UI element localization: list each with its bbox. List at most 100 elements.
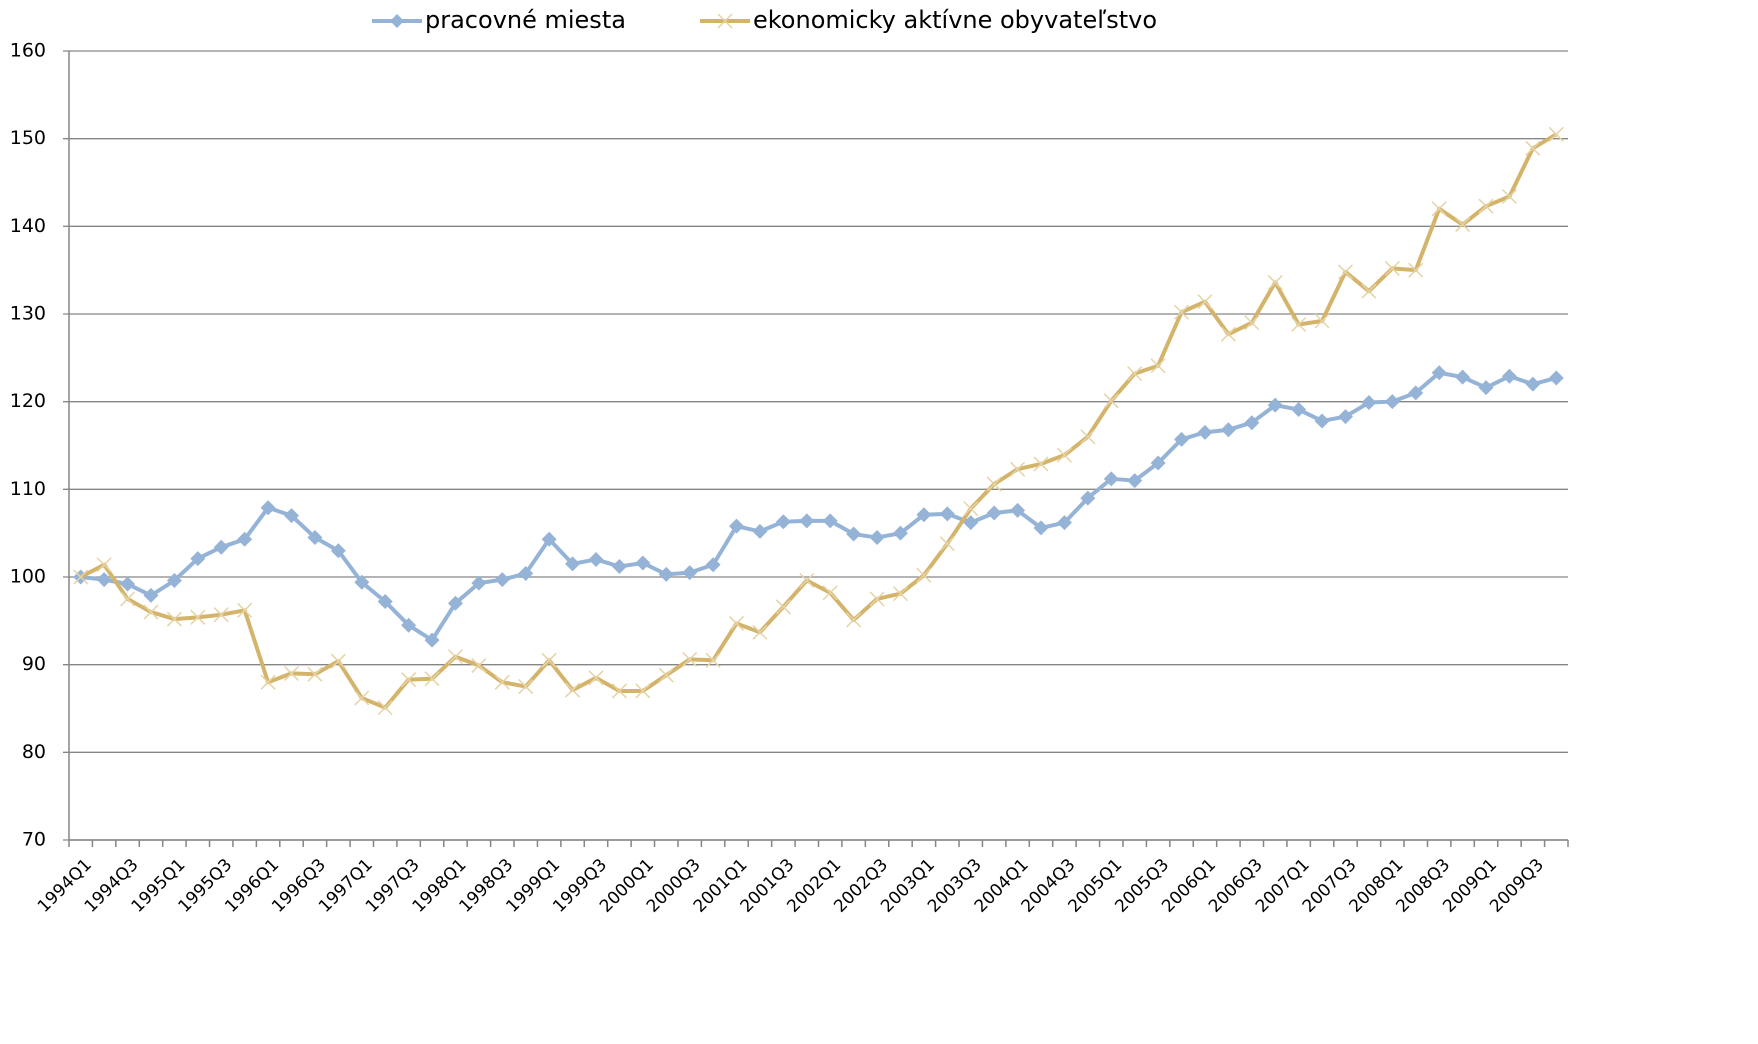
series-line bbox=[79, 132, 1558, 710]
marker bbox=[1478, 198, 1494, 214]
marker bbox=[1174, 304, 1190, 320]
marker bbox=[892, 525, 908, 541]
marker bbox=[143, 604, 159, 620]
marker bbox=[682, 651, 698, 667]
marker bbox=[307, 530, 323, 546]
marker bbox=[916, 567, 932, 583]
marker bbox=[1314, 413, 1330, 429]
marker bbox=[1056, 447, 1072, 463]
marker bbox=[588, 670, 604, 686]
marker bbox=[682, 565, 698, 581]
marker bbox=[1033, 456, 1049, 472]
marker bbox=[494, 674, 510, 690]
marker bbox=[635, 683, 651, 699]
marker bbox=[1267, 397, 1283, 413]
marker bbox=[939, 506, 955, 522]
marker bbox=[1525, 140, 1541, 156]
y-tick-label: 150 bbox=[10, 127, 46, 149]
marker bbox=[120, 576, 136, 592]
marker bbox=[471, 658, 487, 674]
marker bbox=[658, 566, 674, 582]
marker bbox=[1010, 502, 1026, 518]
y-tick-label: 140 bbox=[10, 215, 46, 237]
marker bbox=[96, 557, 112, 573]
marker bbox=[1384, 394, 1400, 410]
marker bbox=[120, 591, 136, 607]
marker bbox=[190, 609, 206, 625]
y-tick-label: 110 bbox=[10, 478, 46, 500]
marker bbox=[1174, 431, 1190, 447]
marker bbox=[1408, 385, 1424, 401]
marker bbox=[1010, 461, 1026, 477]
marker bbox=[330, 653, 346, 669]
marker bbox=[447, 595, 463, 611]
marker bbox=[213, 607, 229, 623]
marker bbox=[494, 572, 510, 588]
marker bbox=[1548, 370, 1564, 386]
marker bbox=[869, 530, 885, 546]
marker bbox=[541, 652, 557, 668]
marker bbox=[1455, 369, 1471, 385]
marker bbox=[1314, 313, 1330, 329]
marker bbox=[1150, 455, 1166, 471]
marker bbox=[869, 591, 885, 607]
marker bbox=[307, 666, 323, 682]
marker bbox=[611, 683, 627, 699]
marker bbox=[729, 518, 745, 534]
marker bbox=[1033, 520, 1049, 536]
marker bbox=[1501, 368, 1517, 384]
marker bbox=[705, 652, 721, 668]
marker bbox=[1244, 315, 1260, 331]
marker bbox=[799, 572, 815, 589]
marker bbox=[846, 612, 862, 628]
marker bbox=[1080, 490, 1096, 506]
marker bbox=[892, 586, 909, 602]
marker bbox=[775, 514, 791, 530]
y-tick-label: 120 bbox=[10, 390, 46, 412]
marker bbox=[1197, 424, 1213, 440]
marker bbox=[611, 558, 627, 574]
marker bbox=[260, 500, 276, 516]
marker bbox=[1127, 473, 1143, 489]
marker bbox=[377, 594, 393, 610]
marker bbox=[986, 505, 1002, 521]
series-line bbox=[80, 370, 1557, 643]
marker bbox=[1080, 429, 1096, 445]
y-tick-label: 80 bbox=[22, 741, 46, 763]
marker bbox=[237, 602, 253, 618]
marker bbox=[1408, 262, 1424, 278]
marker bbox=[1384, 260, 1400, 276]
marker bbox=[1337, 409, 1353, 425]
marker bbox=[143, 587, 159, 603]
marker bbox=[284, 508, 300, 524]
marker bbox=[1103, 471, 1119, 487]
marker bbox=[1431, 201, 1447, 217]
marker bbox=[354, 574, 370, 590]
marker bbox=[963, 501, 979, 517]
marker bbox=[939, 536, 955, 552]
marker bbox=[1291, 402, 1307, 418]
marker bbox=[1244, 415, 1260, 431]
y-tick-label: 160 bbox=[10, 40, 46, 62]
marker bbox=[330, 543, 346, 559]
marker bbox=[1267, 274, 1283, 290]
y-tick-label: 130 bbox=[10, 303, 46, 325]
marker bbox=[283, 665, 300, 681]
marker bbox=[166, 611, 182, 627]
marker bbox=[237, 531, 253, 547]
marker bbox=[1220, 422, 1236, 438]
y-tick-label: 70 bbox=[22, 829, 46, 851]
marker bbox=[588, 551, 604, 567]
marker bbox=[518, 679, 534, 695]
marker bbox=[401, 617, 417, 633]
marker bbox=[471, 575, 487, 591]
marker bbox=[1197, 294, 1213, 310]
marker bbox=[799, 513, 815, 529]
marker bbox=[518, 565, 534, 581]
marker bbox=[447, 649, 463, 665]
marker bbox=[541, 531, 557, 547]
legend-label: ekonomicky aktívne obyvateľstvo bbox=[753, 6, 1157, 34]
marker bbox=[1431, 365, 1447, 381]
marker bbox=[775, 599, 791, 615]
